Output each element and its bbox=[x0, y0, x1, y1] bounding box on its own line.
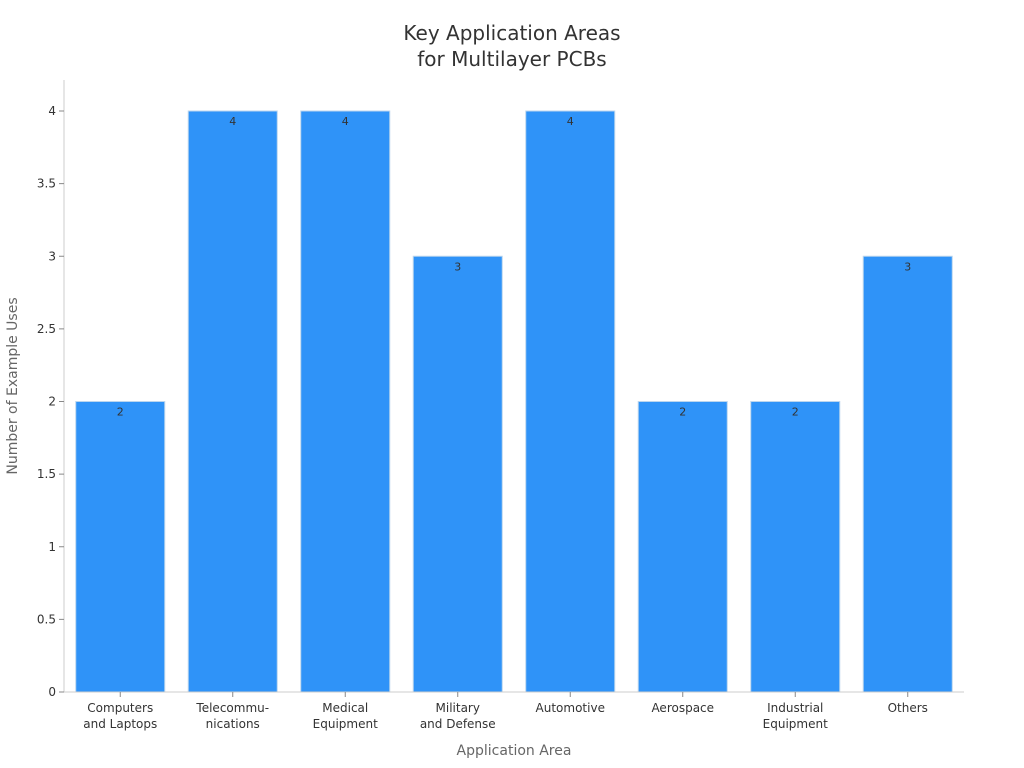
x-tick-label-line: Computers bbox=[87, 701, 153, 715]
x-tick-label: Telecommu-nications bbox=[195, 701, 269, 731]
x-tick-label-line: Medical bbox=[322, 701, 368, 715]
x-tick-label-line: and Defense bbox=[420, 717, 496, 731]
chart-title-line-2: for Multilayer PCBs bbox=[417, 47, 606, 71]
y-tick-label: 2 bbox=[48, 395, 56, 409]
y-tick-label: 0 bbox=[48, 685, 56, 699]
x-tick-label: Aerospace bbox=[651, 701, 714, 715]
y-tick-label: 3.5 bbox=[37, 177, 56, 191]
x-tick-label: Military and Defense bbox=[420, 701, 496, 731]
y-tick-label: 3 bbox=[48, 249, 56, 263]
bar bbox=[637, 401, 728, 693]
x-tick-label: Industrial Equipment bbox=[763, 701, 828, 731]
x-tick-label-line: Equipment bbox=[313, 717, 378, 731]
x-tick-label-line: Aerospace bbox=[651, 701, 714, 715]
bar bbox=[862, 255, 953, 693]
bar bbox=[412, 255, 503, 693]
data-label: 2 bbox=[792, 406, 799, 419]
bar bbox=[187, 110, 278, 693]
x-axis: Computers and Laptops Telecommu-nications M… bbox=[64, 691, 964, 731]
chart-title-line-1: Key Application Areas bbox=[403, 21, 620, 45]
x-tick-label: Computers and Laptops bbox=[83, 701, 157, 731]
y-tick-label: 0.5 bbox=[37, 612, 56, 626]
bar bbox=[300, 110, 391, 693]
bars-group bbox=[75, 110, 953, 693]
y-axis: 0 0.5 1 1.5 2 2.5 3 3.5 4 bbox=[37, 80, 65, 699]
data-label: 4 bbox=[567, 115, 574, 128]
data-label: 4 bbox=[342, 115, 349, 128]
data-label: 2 bbox=[679, 406, 686, 419]
bar bbox=[75, 401, 166, 693]
y-axis-title: Number of Example Uses bbox=[5, 297, 21, 474]
x-tick-label-line: nications bbox=[206, 717, 260, 731]
x-tick-label-line: Equipment bbox=[763, 717, 828, 731]
x-tick-label: Medical Equipment bbox=[313, 701, 378, 731]
x-tick-label: Others bbox=[888, 701, 928, 715]
chart-title: Key Application Areas for Multilayer PCB… bbox=[403, 21, 620, 71]
data-label: 2 bbox=[117, 406, 124, 419]
data-labels-group: 2 4 4 3 4 2 2 3 bbox=[117, 115, 912, 419]
x-tick-label-line: Military bbox=[436, 701, 480, 715]
x-tick-label-line: and Laptops bbox=[83, 717, 157, 731]
data-label: 3 bbox=[454, 260, 461, 273]
y-tick-label: 2.5 bbox=[37, 322, 56, 336]
y-tick-label: 1.5 bbox=[37, 467, 56, 481]
data-label: 3 bbox=[904, 260, 911, 273]
bar bbox=[750, 401, 841, 693]
x-tick-label: Automotive bbox=[536, 701, 605, 715]
x-axis-title: Application Area bbox=[457, 743, 572, 759]
x-tick-label-line: Automotive bbox=[536, 701, 605, 715]
x-tick-label-line: Others bbox=[888, 701, 928, 715]
y-tick-label: 1 bbox=[48, 540, 56, 554]
data-label: 4 bbox=[229, 115, 236, 128]
bar bbox=[525, 110, 616, 693]
y-tick-label: 4 bbox=[48, 104, 56, 118]
x-tick-label-line: Telecommu- bbox=[195, 701, 269, 715]
x-tick-label-line: Industrial bbox=[767, 701, 823, 715]
